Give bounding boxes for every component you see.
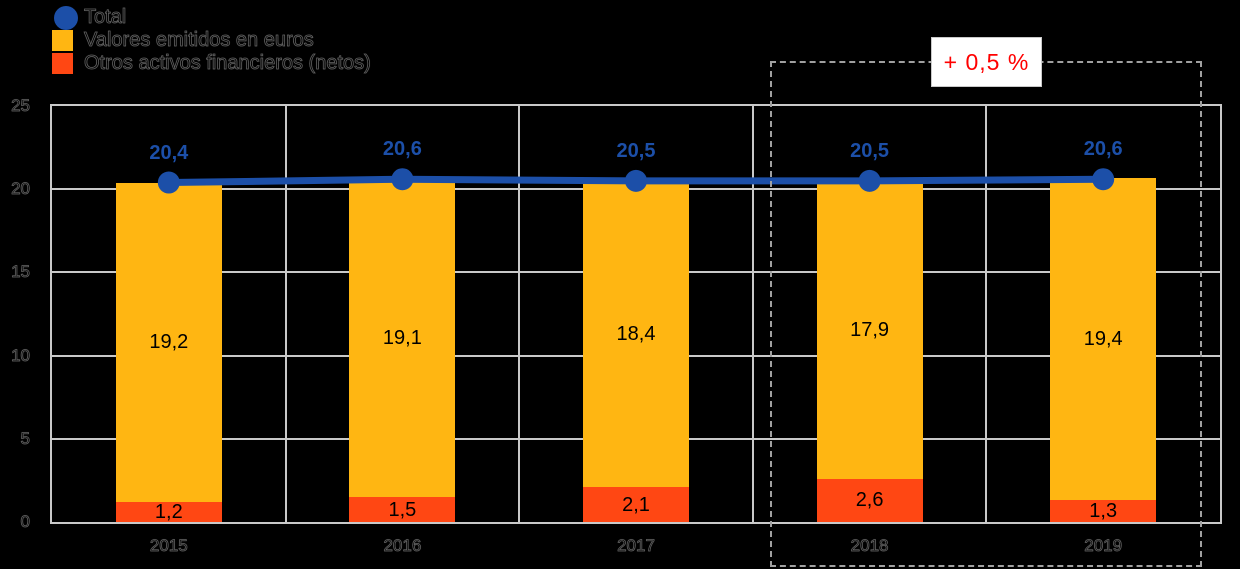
circle-marker-icon bbox=[52, 5, 82, 30]
bar-value-label: 19,2 bbox=[149, 331, 189, 354]
legend-item-label: Valores emitidos en euros bbox=[84, 29, 314, 52]
bar-segment-otros bbox=[816, 478, 923, 522]
bar-segment-valores bbox=[1050, 177, 1157, 501]
bar-segment-otros bbox=[583, 487, 689, 522]
square-marker-icon bbox=[52, 30, 82, 51]
x-axis-label: 2015 bbox=[149, 536, 189, 556]
bar-value-label: 19,4 bbox=[1083, 327, 1123, 350]
bar-segment-valores bbox=[583, 180, 689, 488]
total-value-label: 20,5 bbox=[850, 139, 890, 162]
y-axis-tick-label: 5 bbox=[20, 428, 30, 448]
panel-separator bbox=[518, 106, 521, 522]
bar-value-label: 1,2 bbox=[154, 501, 183, 524]
legend: Total Valores emitidos en euros Otros acti… bbox=[52, 5, 371, 75]
panel-separator bbox=[284, 106, 287, 522]
bar-value-label: 19,1 bbox=[382, 327, 422, 350]
bar-value-label: 1,3 bbox=[1089, 500, 1118, 523]
total-value-label: 20,6 bbox=[382, 138, 422, 161]
legend-item: Total bbox=[52, 5, 371, 30]
total-value-label: 20,5 bbox=[616, 139, 656, 162]
panel-separator bbox=[985, 106, 988, 522]
square-marker-icon bbox=[52, 53, 82, 74]
bar-segment-otros bbox=[1050, 500, 1157, 522]
bar-segment-valores bbox=[816, 180, 923, 479]
y-axis-tick-label: 20 bbox=[11, 179, 31, 199]
square-marker-icon bbox=[52, 30, 73, 51]
bar-value-label: 18,4 bbox=[616, 322, 656, 345]
highlight-dashed-rect bbox=[770, 61, 1202, 567]
total-value-label: 20,4 bbox=[149, 141, 189, 164]
x-axis-label: 2019 bbox=[1084, 536, 1123, 556]
legend-item: Valores emitidos en euros bbox=[52, 29, 371, 52]
legend-item-label: Total bbox=[84, 6, 127, 29]
y-axis-tick-label: 15 bbox=[11, 262, 31, 282]
bar-value-label: 1,5 bbox=[388, 498, 417, 521]
annotation-label: + 0,5 % bbox=[943, 48, 1030, 75]
total-value-label: 20,6 bbox=[1083, 138, 1123, 161]
bar-segment-valores bbox=[349, 179, 456, 498]
y-axis-tick-label: 25 bbox=[11, 96, 31, 116]
panel-separator bbox=[751, 106, 754, 522]
bar-segment-otros bbox=[115, 502, 222, 522]
circle-marker-icon bbox=[54, 5, 78, 30]
x-axis-label: 2018 bbox=[850, 536, 889, 556]
legend-item-label: Otros activos financieros (netos) bbox=[84, 52, 372, 75]
bar-segment-valores bbox=[115, 182, 222, 503]
plot-area-border bbox=[50, 104, 1222, 524]
x-axis-label: 2017 bbox=[617, 536, 656, 556]
x-axis-label: 2016 bbox=[383, 536, 422, 556]
square-marker-icon bbox=[52, 53, 73, 74]
legend-item: Otros activos financieros (netos) bbox=[52, 52, 371, 75]
bar-value-label: 2,1 bbox=[622, 493, 650, 516]
bar-segment-otros bbox=[349, 497, 456, 522]
y-axis-tick-label: 10 bbox=[11, 345, 31, 365]
bar-value-label: 2,6 bbox=[855, 489, 884, 512]
annotation-box: + 0,5 % bbox=[931, 37, 1042, 87]
bar-value-label: 17,9 bbox=[850, 318, 890, 341]
y-axis-tick-label: 0 bbox=[20, 512, 30, 532]
